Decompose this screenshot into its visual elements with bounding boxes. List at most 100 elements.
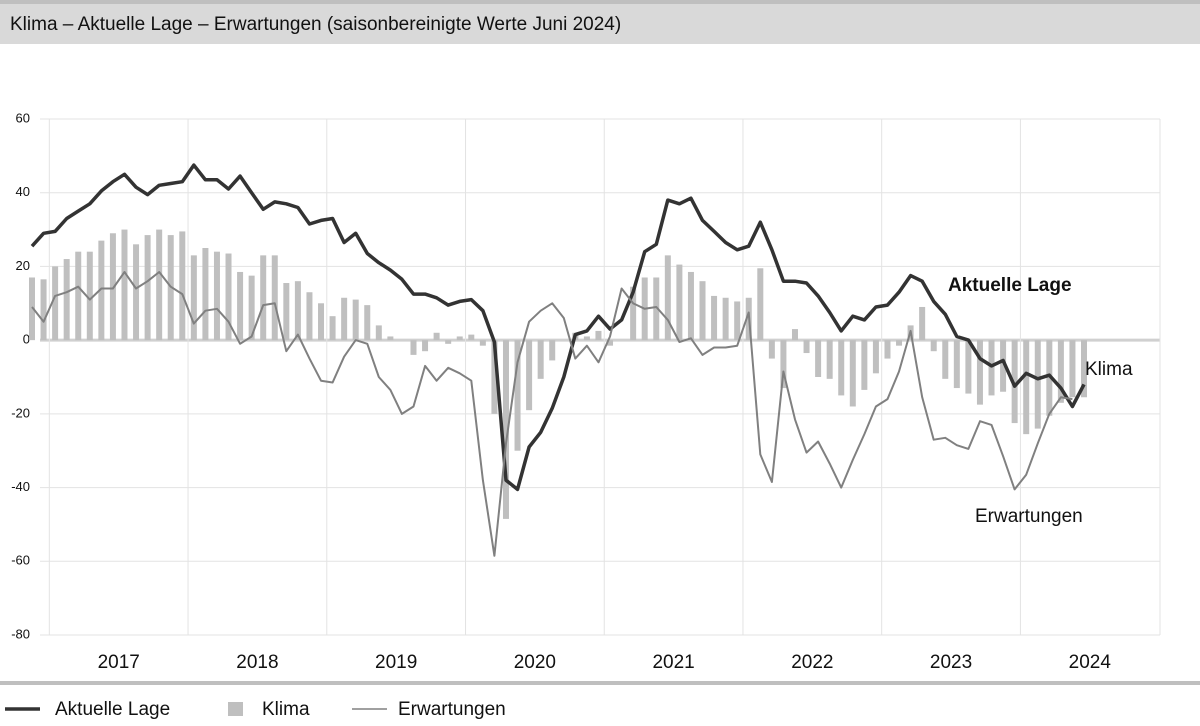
- bar: [422, 340, 429, 352]
- x-tick-label: 2018: [236, 652, 278, 673]
- bar: [144, 235, 151, 341]
- bar: [884, 340, 891, 359]
- bar: [734, 301, 741, 341]
- bar: [375, 325, 382, 341]
- bar: [306, 292, 313, 341]
- bar: [1023, 340, 1030, 435]
- x-tick-label: 2021: [652, 652, 694, 673]
- bar: [1011, 340, 1018, 424]
- bar: [1046, 340, 1053, 416]
- bar: [896, 340, 903, 346]
- annotation: Aktuelle Lage: [948, 275, 1072, 296]
- bar: [757, 268, 764, 341]
- bar: [1069, 340, 1076, 398]
- bar: [526, 340, 533, 411]
- y-tick-label: 0: [23, 332, 30, 347]
- bar: [1000, 340, 1007, 392]
- bar: [976, 340, 983, 405]
- y-tick-label: 20: [16, 258, 30, 273]
- bar: [294, 281, 301, 341]
- bar: [965, 340, 972, 394]
- bar: [271, 255, 278, 341]
- bar: [341, 297, 348, 341]
- bar: [780, 340, 787, 389]
- y-tick-label: 60: [16, 110, 30, 125]
- bar: [75, 251, 82, 341]
- bar: [445, 340, 452, 344]
- y-tick-label: -20: [11, 405, 30, 420]
- title-border: [0, 0, 1200, 4]
- bar: [630, 286, 637, 341]
- bar: [283, 283, 290, 341]
- line: [30, 163, 1086, 492]
- bar: [491, 340, 498, 414]
- bar: [791, 329, 798, 341]
- bar: [52, 266, 59, 341]
- bar: [364, 305, 371, 341]
- bar: [40, 279, 47, 341]
- y-tick-label: -60: [11, 553, 30, 568]
- bar: [514, 340, 521, 451]
- bar: [352, 299, 359, 341]
- bar: [607, 340, 614, 346]
- annotation: Erwartungen: [975, 506, 1083, 527]
- bar: [549, 340, 556, 361]
- bar: [433, 332, 440, 341]
- legend-label: Klima: [262, 699, 310, 720]
- y-tick-label: -40: [11, 479, 30, 494]
- bar: [849, 340, 856, 407]
- bar: [872, 340, 879, 374]
- legend-label: Aktuelle Lage: [55, 699, 170, 720]
- legend-separator: [0, 681, 1200, 685]
- bar: [133, 244, 140, 341]
- chart-title: Klima – Aktuelle Lage – Erwartungen (sai…: [10, 14, 621, 35]
- bar: [225, 253, 232, 341]
- bar: [29, 277, 35, 341]
- bar: [676, 264, 683, 341]
- x-tick-label: 2020: [514, 652, 556, 673]
- bar: [919, 306, 926, 341]
- bar: [63, 259, 70, 341]
- bar: [1081, 340, 1087, 398]
- bar: [653, 277, 660, 341]
- bar: [318, 303, 325, 341]
- bar: [202, 248, 209, 341]
- bar: [479, 340, 486, 346]
- x-tick-label: 2019: [375, 652, 417, 673]
- bar: [456, 336, 463, 341]
- bar: [768, 340, 775, 359]
- bar: [190, 255, 197, 341]
- bar: [942, 340, 949, 379]
- bar: [260, 255, 267, 341]
- bar: [838, 340, 845, 396]
- bar: [109, 233, 116, 341]
- bar: [1057, 340, 1064, 403]
- bar: [1034, 340, 1041, 429]
- bar: [930, 340, 937, 352]
- bar: [237, 271, 244, 341]
- bar: [121, 229, 128, 341]
- bar: [953, 340, 960, 389]
- annotation: Klima: [1085, 359, 1133, 380]
- bar: [156, 229, 163, 341]
- bar: [861, 340, 868, 390]
- bar: [537, 340, 544, 379]
- bar: [595, 330, 602, 341]
- bar: [803, 340, 810, 354]
- bar: [722, 297, 729, 341]
- title-banner: [0, 0, 1200, 44]
- bar: [711, 295, 718, 341]
- bar: [387, 336, 394, 341]
- bar: [213, 251, 220, 341]
- x-tick-label: 2022: [791, 652, 833, 673]
- y-tick-label: -80: [11, 626, 30, 641]
- bar: [86, 251, 93, 341]
- y-tick-label: 40: [16, 184, 30, 199]
- x-tick-label: 2024: [1069, 652, 1112, 673]
- bar: [664, 255, 671, 341]
- bar: [699, 281, 706, 341]
- legend-swatch: [228, 702, 243, 716]
- bar: [988, 340, 995, 396]
- x-tick-label: 2017: [98, 652, 140, 673]
